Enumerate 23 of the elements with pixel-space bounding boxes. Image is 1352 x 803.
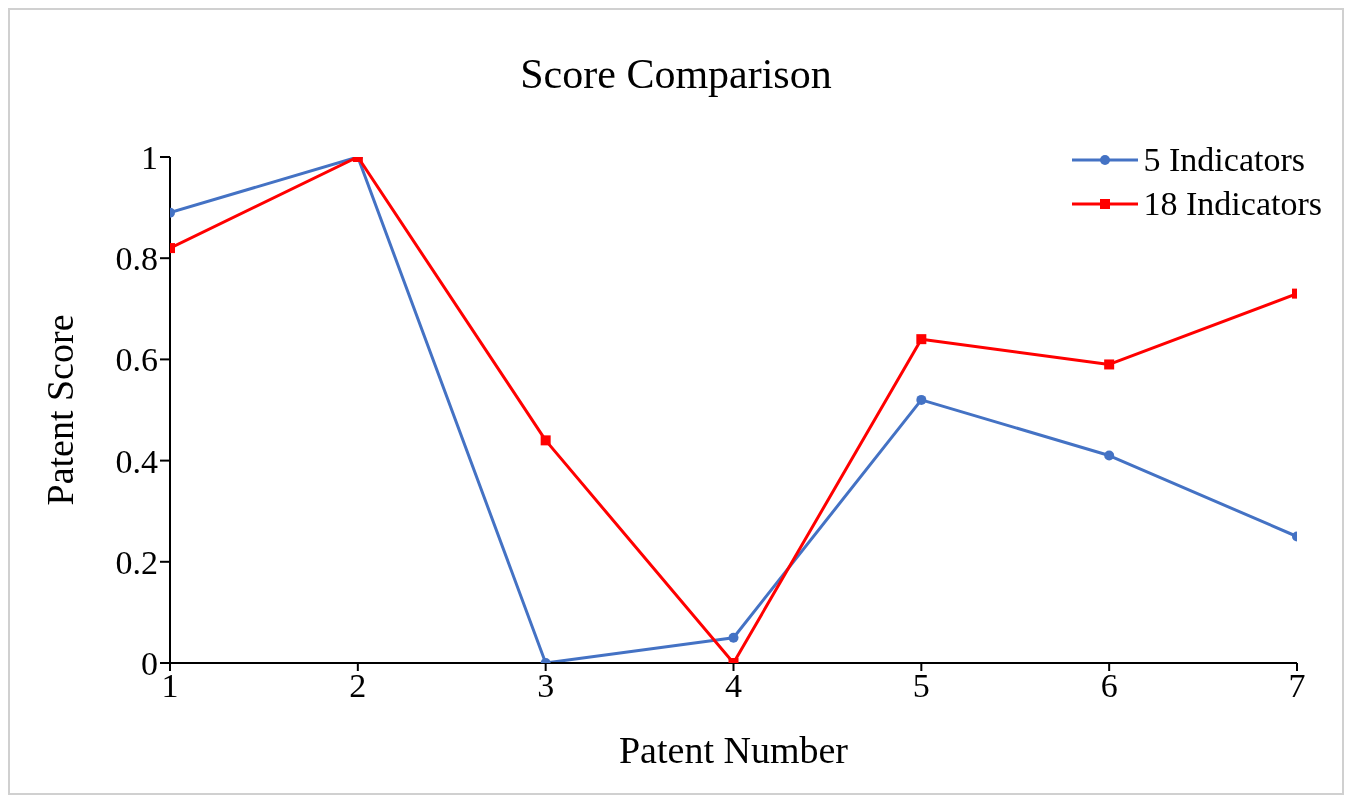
- point: [1104, 359, 1115, 370]
- point: [728, 632, 739, 643]
- y-tick-label: 0.2: [115, 543, 158, 581]
- legend-label: 5 Indicators: [1143, 140, 1305, 180]
- y-tick-label: 0: [141, 645, 158, 683]
- legend-label: 18 Indicators: [1143, 184, 1322, 224]
- point: [916, 334, 927, 345]
- chart-title: Score Comparison: [519, 50, 833, 98]
- x-axis-title: Patent Number: [618, 729, 849, 771]
- y-axis-title: Patent Score: [39, 314, 82, 506]
- point: [1104, 450, 1115, 461]
- y-tick-label: 0.4: [115, 442, 158, 480]
- y-tick-label: 1: [141, 139, 158, 177]
- x-tick-label: 3: [537, 667, 555, 705]
- point: [540, 435, 551, 446]
- x-tick-label: 4: [725, 667, 742, 705]
- x-tick-label: 6: [1100, 667, 1118, 705]
- y-tick-label: 0.6: [115, 341, 158, 379]
- y-tick-label: 0.8: [115, 240, 158, 278]
- x-tick-label: 7: [1288, 667, 1306, 705]
- x-tick-label: 2: [349, 667, 367, 705]
- x-tick-label: 5: [912, 667, 930, 705]
- point: [916, 394, 927, 405]
